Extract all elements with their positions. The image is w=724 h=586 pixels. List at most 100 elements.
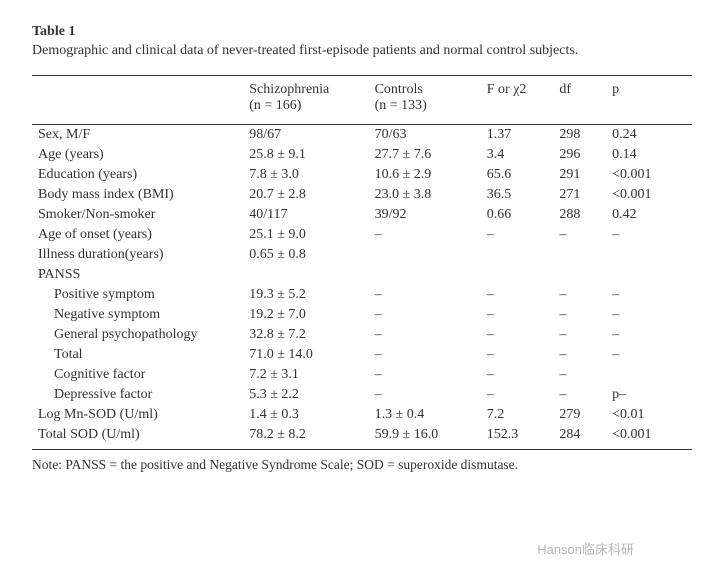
row-cell: 78.2 ± 8.2 (243, 425, 368, 450)
row-label: Sex, M/F (32, 124, 243, 145)
table-label: Table 1 (32, 24, 692, 40)
row-cell: – (553, 225, 606, 245)
row-cell: 32.8 ± 7.2 (243, 325, 368, 345)
row-cell: 3.4 (481, 145, 554, 165)
row-cell: – (369, 325, 481, 345)
row-cell: 0.42 (606, 205, 692, 225)
row-cell: – (369, 365, 481, 385)
row-cell: – (606, 325, 692, 345)
row-cell: 40/117 (243, 205, 368, 225)
row-label: PANSS (32, 265, 243, 285)
row-cell: 59.9 ± 16.0 (369, 425, 481, 450)
col-header-p: p (606, 75, 692, 124)
col-header-blank (32, 75, 243, 124)
table-row: Illness duration(years)0.65 ± 0.8 (32, 245, 692, 265)
col-header-line2: (n = 166) (249, 98, 301, 113)
row-cell: 7.2 (481, 405, 554, 425)
row-cell (606, 245, 692, 265)
col-header-line1: F or χ2 (487, 82, 527, 97)
row-cell: – (553, 285, 606, 305)
row-label: Education (years) (32, 165, 243, 185)
col-header-line1: Controls (375, 82, 423, 97)
row-cell: – (481, 325, 554, 345)
row-cell (553, 245, 606, 265)
row-cell: 7.8 ± 3.0 (243, 165, 368, 185)
row-cell: – (606, 285, 692, 305)
col-header-f-chi2: F or χ2 (481, 75, 554, 124)
table-row: Depressive factor5.3 ± 2.2–––p– (32, 385, 692, 405)
row-cell: 19.2 ± 7.0 (243, 305, 368, 325)
row-cell: <0.001 (606, 425, 692, 450)
row-label: Negative symptom (32, 305, 243, 325)
table-row: Cognitive factor7.2 ± 3.1––– (32, 365, 692, 385)
row-cell: 284 (553, 425, 606, 450)
watermark-text: Hanson临床科研 (537, 539, 634, 558)
row-cell: – (481, 225, 554, 245)
row-cell: 271 (553, 185, 606, 205)
col-header-line1: p (612, 82, 619, 97)
col-header-df: df (553, 75, 606, 124)
row-label: Illness duration(years) (32, 245, 243, 265)
col-header-controls: Controls (n = 133) (369, 75, 481, 124)
row-cell: – (481, 365, 554, 385)
row-cell: <0.01 (606, 405, 692, 425)
row-cell (553, 265, 606, 285)
row-cell: – (369, 285, 481, 305)
row-cell: 296 (553, 145, 606, 165)
row-cell: – (369, 305, 481, 325)
row-cell: – (369, 225, 481, 245)
row-cell: – (369, 385, 481, 405)
row-cell: – (481, 285, 554, 305)
demographics-table: Schizophrenia (n = 166) Controls (n = 13… (32, 75, 692, 450)
row-cell: 0.24 (606, 124, 692, 145)
table-row: Smoker/Non-smoker40/11739/920.662880.42 (32, 205, 692, 225)
row-cell: 25.1 ± 9.0 (243, 225, 368, 245)
row-cell: 71.0 ± 14.0 (243, 345, 368, 365)
row-cell: 20.7 ± 2.8 (243, 185, 368, 205)
row-cell: 19.3 ± 5.2 (243, 285, 368, 305)
row-cell: 288 (553, 205, 606, 225)
table-row: General psychopathology32.8 ± 7.2–––– (32, 325, 692, 345)
row-cell: p– (606, 385, 692, 405)
table-row: Age (years)25.8 ± 9.127.7 ± 7.63.42960.1… (32, 145, 692, 165)
row-cell: 10.6 ± 2.9 (369, 165, 481, 185)
row-label: Total (32, 345, 243, 365)
row-cell: 1.4 ± 0.3 (243, 405, 368, 425)
row-cell: 27.7 ± 7.6 (369, 145, 481, 165)
table-row: Age of onset (years)25.1 ± 9.0–––– (32, 225, 692, 245)
table-row: Negative symptom19.2 ± 7.0–––– (32, 305, 692, 325)
row-cell: – (606, 305, 692, 325)
col-header-schizophrenia: Schizophrenia (n = 166) (243, 75, 368, 124)
row-cell: 1.3 ± 0.4 (369, 405, 481, 425)
row-label: Depressive factor (32, 385, 243, 405)
row-label: Body mass index (BMI) (32, 185, 243, 205)
row-cell: 0.66 (481, 205, 554, 225)
row-label: General psychopathology (32, 325, 243, 345)
row-cell: – (553, 365, 606, 385)
row-cell: – (553, 305, 606, 325)
row-label: Positive symptom (32, 285, 243, 305)
table-row: Education (years)7.8 ± 3.010.6 ± 2.965.6… (32, 165, 692, 185)
row-cell (606, 365, 692, 385)
row-cell (481, 265, 554, 285)
row-cell: 36.5 (481, 185, 554, 205)
row-label: Cognitive factor (32, 365, 243, 385)
row-label: Smoker/Non-smoker (32, 205, 243, 225)
table-row: Total71.0 ± 14.0–––– (32, 345, 692, 365)
row-label: Total SOD (U/ml) (32, 425, 243, 450)
row-cell: 152.3 (481, 425, 554, 450)
row-cell: 298 (553, 124, 606, 145)
table-body: Sex, M/F98/6770/631.372980.24Age (years)… (32, 124, 692, 449)
row-cell: 39/92 (369, 205, 481, 225)
row-cell: 25.8 ± 9.1 (243, 145, 368, 165)
row-cell (606, 265, 692, 285)
table-caption: Demographic and clinical data of never-t… (32, 42, 692, 61)
col-header-line1: df (559, 82, 571, 97)
row-label: Log Mn-SOD (U/ml) (32, 405, 243, 425)
row-cell: – (553, 345, 606, 365)
table-row: Positive symptom19.3 ± 5.2–––– (32, 285, 692, 305)
row-cell (369, 245, 481, 265)
row-cell: 65.6 (481, 165, 554, 185)
row-cell: – (481, 345, 554, 365)
row-cell (243, 265, 368, 285)
